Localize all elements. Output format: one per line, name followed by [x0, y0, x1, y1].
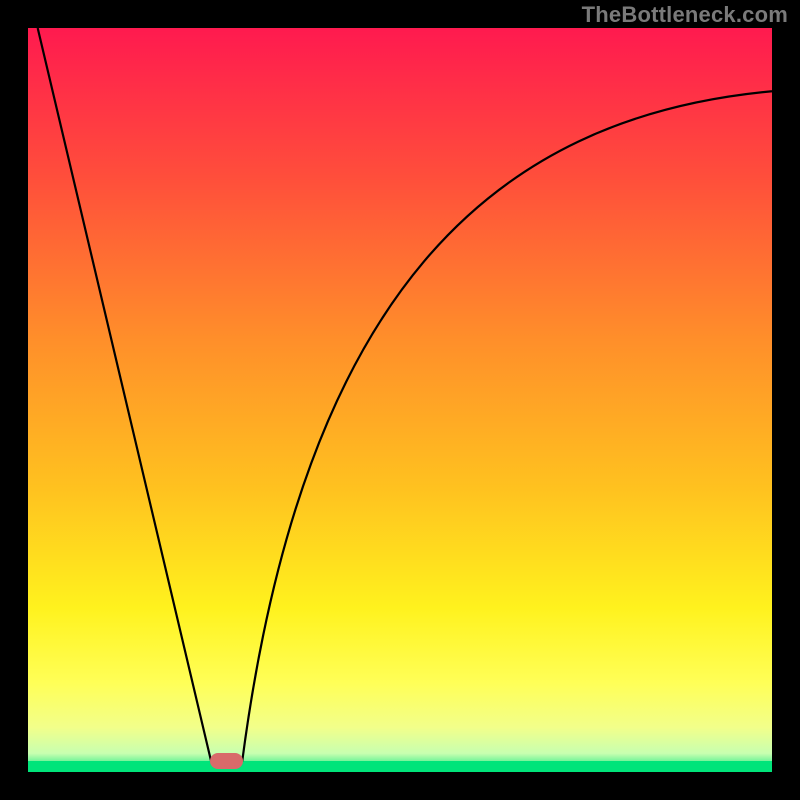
curve-path [38, 28, 772, 761]
plot-area [28, 28, 772, 772]
curve-layer [28, 28, 772, 772]
minimum-marker [210, 753, 243, 769]
chart-container: TheBottleneck.com [0, 0, 800, 800]
watermark-text: TheBottleneck.com [582, 2, 788, 28]
